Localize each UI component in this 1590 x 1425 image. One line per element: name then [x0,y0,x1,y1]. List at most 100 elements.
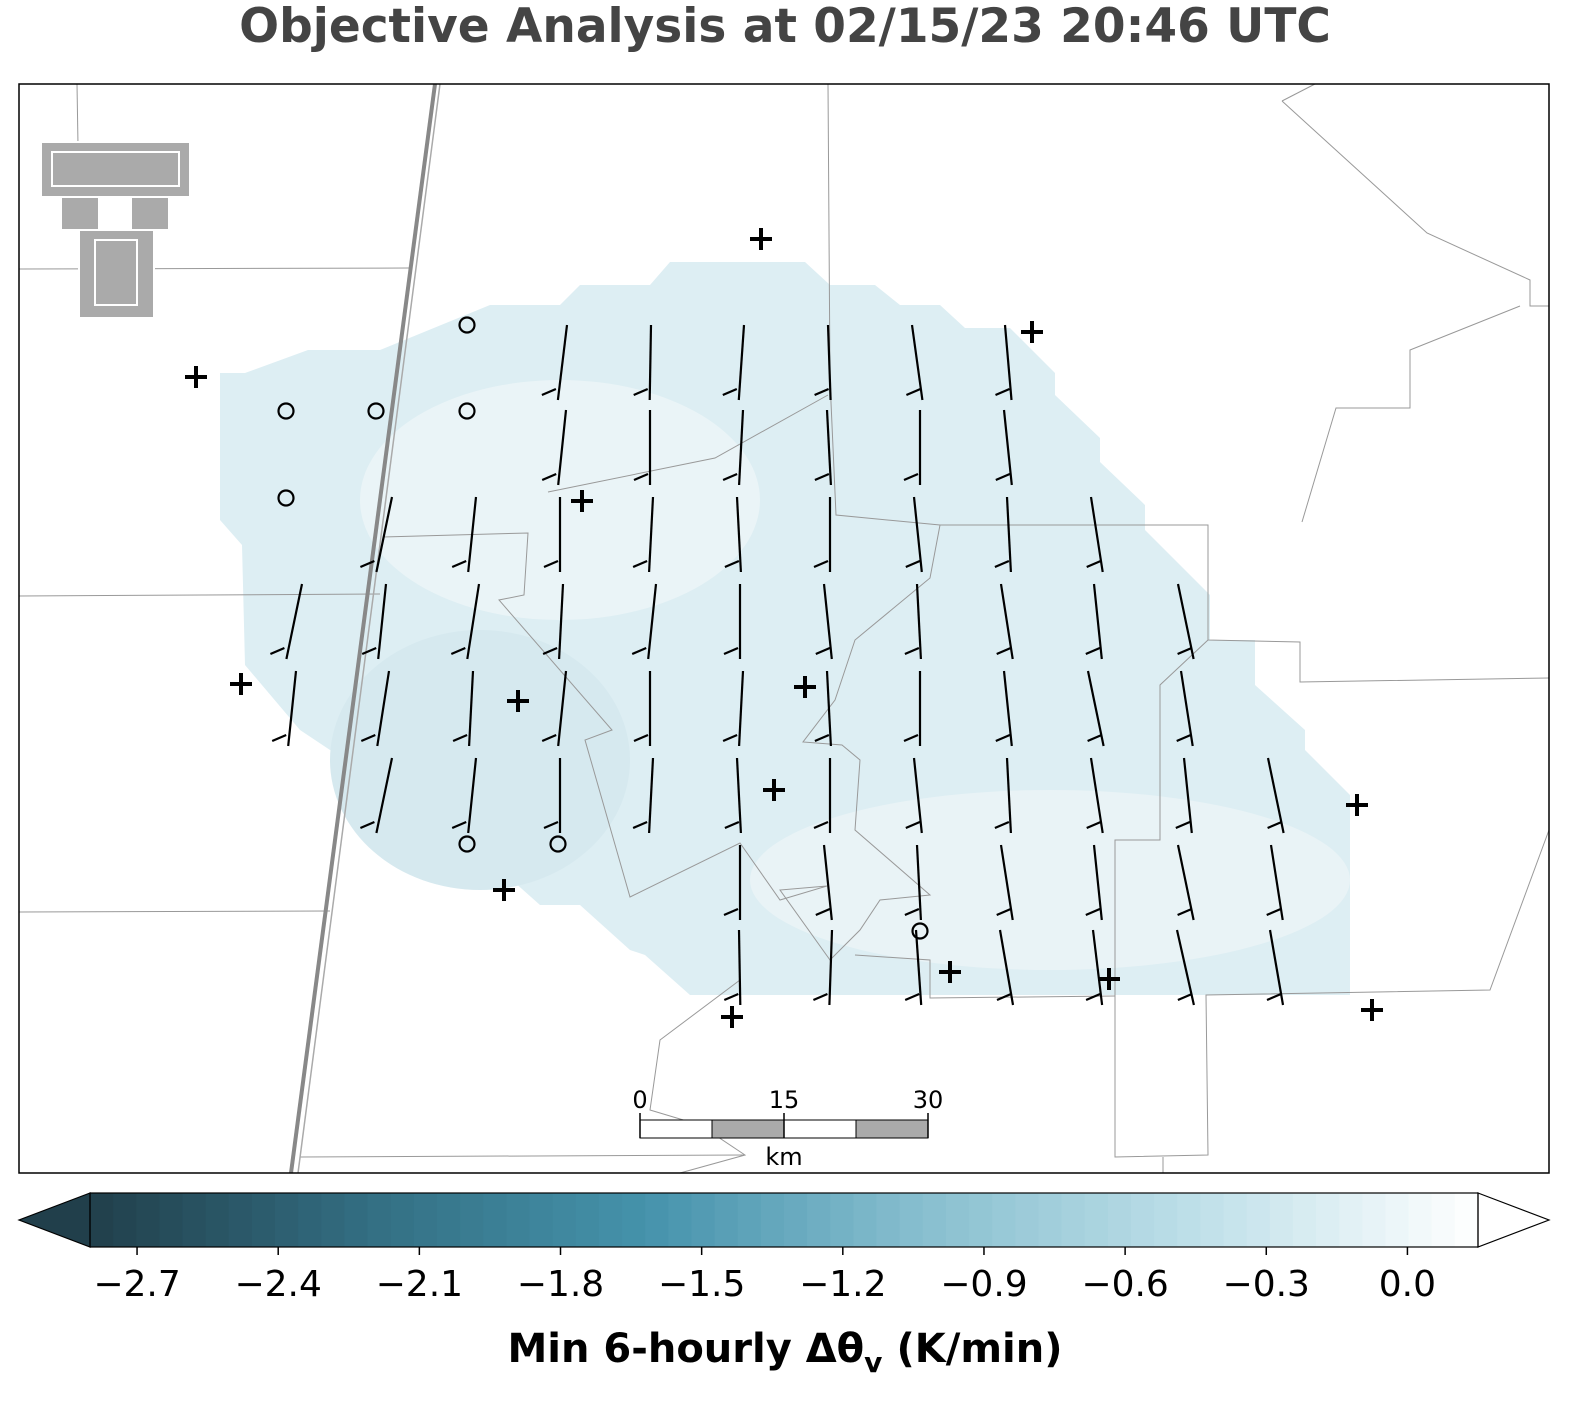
colorbar-band [1015,1193,1040,1247]
wind-barb [1176,583,1195,660]
wind-barb [1086,670,1105,747]
colorbar-band [992,1193,1016,1247]
colorbar-band [205,1193,230,1247]
analysis-dark-area [330,630,630,890]
wind-barb [912,757,923,834]
station-marker [1021,321,1043,343]
wind-barb [915,844,922,921]
colorbar-band [1084,1193,1109,1247]
wind-barb [1089,496,1104,573]
county-lines [18,83,1550,1174]
colorbar-tick-label: 0.0 [1379,1264,1436,1305]
calm-station [458,835,476,853]
colorbar-band [922,1193,947,1247]
calm-station [458,402,476,420]
wind-barb [468,670,475,747]
colorbar-tick-label: −1.2 [799,1264,886,1305]
wind-barb-flag [1086,559,1102,569]
colorbar-band [622,1193,646,1247]
colorbar-band [413,1193,438,1247]
colorbar-tick-label: −1.8 [517,1264,604,1305]
scale-unit: km [765,1143,802,1171]
wind-barb [914,929,923,1006]
wind-barb-flag [723,907,739,917]
colorbar-tick-label: −0.9 [940,1264,1027,1305]
wind-barb-flag [814,733,830,743]
wind-barb-flag [543,820,559,830]
colorbar-label: Min 6-hourly Δθv (K/min) [508,1326,1063,1379]
wind-barb-flag [543,559,559,569]
calm-station [458,316,476,334]
colorbar-band [598,1193,623,1247]
scale-tick-label: 0 [632,1086,647,1114]
wind-barb [1092,844,1103,921]
colorbar-band [344,1193,369,1247]
wind-barb-flag [633,387,649,397]
colorbar-band [506,1193,531,1247]
colorbar-band [1339,1193,1363,1247]
colorbar-band [275,1193,299,1247]
wind-barb [1005,496,1012,573]
wind-barb-flag [1085,907,1101,917]
calm-station [277,489,295,507]
wind-barb-flag [724,820,740,830]
wind-barb-flag [994,820,1010,830]
station-marker [185,366,207,388]
station-marker [763,779,785,801]
station-marker [794,676,816,698]
station-marker [507,690,529,712]
colorbar-band [1385,1193,1410,1247]
colorbar-band [390,1193,415,1247]
wind-barb-flag [1086,820,1102,830]
wind-barb-flag [541,472,557,482]
wind-barb-flag [1177,907,1193,917]
wind-barb-flag [996,992,1012,1002]
wind-barb [1002,670,1013,747]
station-marker [750,228,772,250]
wind-barb-flag [1085,646,1101,656]
scale-tick-label: 30 [913,1086,944,1114]
wind-barb [999,844,1014,921]
wind-barb [557,670,568,747]
colorbar-band [1269,1193,1294,1247]
wind-barb-flag [633,472,649,482]
wind-barb-flag [905,559,921,569]
wind-barb [1182,757,1193,834]
colorbar-frame [89,1192,1479,1248]
wind-barb [377,583,388,660]
colorbar-band [807,1193,831,1247]
colorbar-band [645,1193,669,1247]
wind-barb [822,583,833,660]
wind-barb-flag [996,907,1012,917]
colorbar-band [1431,1193,1456,1247]
colorbar-band [321,1193,346,1247]
wind-barb [1269,844,1284,921]
wind-barb-flag [631,646,647,656]
colorbar-band [298,1193,322,1247]
calm-station [367,402,385,420]
scale-bar: 0 15 30 km [632,1086,943,1171]
wind-barb [1179,670,1194,747]
colorbar-tick-label: −2.7 [93,1264,180,1305]
colorbar-band [251,1193,276,1247]
colorbar-band [969,1193,993,1247]
colorbar-band [691,1193,716,1247]
wind-barb [999,583,1014,660]
wind-barb-flag [633,733,649,743]
colorbar-band [899,1193,924,1247]
map-frame [18,83,1550,1174]
wind-barb [376,670,391,747]
scale-segment [855,1119,929,1139]
station-marker [1361,999,1383,1021]
wind-barb-flag [1087,733,1103,743]
colorbar-band [1223,1193,1248,1247]
wind-barb-flag [271,733,287,743]
wind-barb-flag [814,387,830,397]
wind-barb-flag [723,992,739,1002]
wind-barb-flag [815,907,831,917]
wind-barb [1091,929,1104,1006]
wind-barb-flag [1175,820,1191,830]
colorbar-band [737,1193,762,1247]
wind-barb-flag [359,559,375,569]
